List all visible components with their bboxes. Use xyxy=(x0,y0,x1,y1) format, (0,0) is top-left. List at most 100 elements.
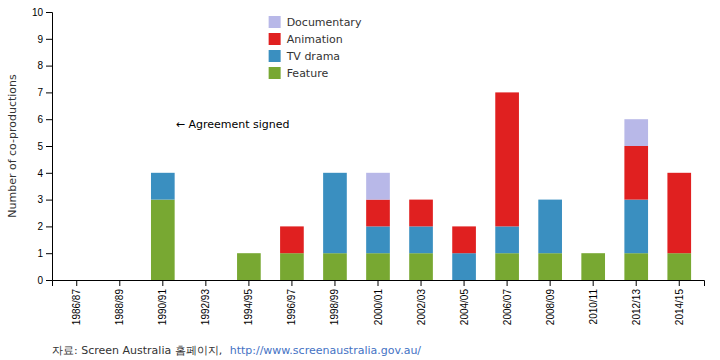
tick-label: 9 xyxy=(37,34,43,45)
bar-segment xyxy=(151,172,175,173)
bar-segment xyxy=(452,226,476,227)
legend-item: Documentary xyxy=(269,16,362,29)
tick-mark xyxy=(76,280,77,286)
tick-mark xyxy=(46,173,52,174)
bar-segment xyxy=(409,253,433,280)
bar-segment xyxy=(366,253,390,280)
tick: 1994/95 xyxy=(243,280,254,325)
legend-swatch xyxy=(269,67,281,79)
tick-label: 1986/87 xyxy=(71,289,82,326)
legend-label: Animation xyxy=(287,33,343,46)
bar-segment xyxy=(538,199,562,200)
tick-mark xyxy=(421,280,422,286)
bar-segment xyxy=(237,253,261,254)
tick-mark xyxy=(593,280,594,286)
tick-label: 1992/93 xyxy=(200,289,211,326)
tick-label: 1994/95 xyxy=(243,289,254,326)
tick: 2004/05 xyxy=(459,280,470,325)
bar-segment xyxy=(65,280,89,281)
tick: 2 xyxy=(37,221,52,232)
tick-label: 5 xyxy=(37,141,43,152)
tick-mark xyxy=(46,92,52,93)
tick-label: 2002/03 xyxy=(416,289,427,326)
tick-mark xyxy=(291,280,292,286)
legend-label: TV drama xyxy=(286,50,340,63)
axis-line xyxy=(46,13,53,281)
bar-segment xyxy=(280,253,304,280)
tick-label: 6 xyxy=(37,114,43,125)
bars xyxy=(151,92,691,280)
tick: 2000/01 xyxy=(373,280,384,325)
bar-segment xyxy=(624,146,648,200)
legend-swatch xyxy=(269,50,281,62)
series xyxy=(151,173,648,280)
tick-label: 1990/91 xyxy=(157,289,168,326)
tick-mark xyxy=(378,280,379,286)
tick-label: 1996/97 xyxy=(286,289,297,326)
bar-segment xyxy=(495,226,519,253)
tick-mark xyxy=(679,280,680,286)
annotation: ← Agreement signed xyxy=(176,118,290,131)
tick: 6 xyxy=(37,114,52,125)
series xyxy=(280,92,691,253)
bar-segment xyxy=(151,200,175,280)
source-text: 자료: Screen Australia 홈페이지, xyxy=(52,344,226,357)
tick: 2002/03 xyxy=(416,280,427,325)
tick-label: 2000/01 xyxy=(373,289,384,326)
bar-segment xyxy=(538,253,562,280)
bar-segment xyxy=(581,253,605,254)
bar-segment xyxy=(194,280,218,281)
tick: 2012/13 xyxy=(631,280,642,325)
tick-mark xyxy=(46,280,52,281)
bar-segment xyxy=(108,280,132,281)
tick: 1998/99 xyxy=(329,280,340,325)
tick-mark xyxy=(46,226,52,227)
bar-segment xyxy=(495,253,519,280)
legend-item: Animation xyxy=(269,33,343,46)
bar-segment xyxy=(194,280,218,281)
bar-segment xyxy=(151,173,175,200)
tick-mark xyxy=(162,280,163,286)
bar-segment xyxy=(581,253,605,254)
tick-label: 1988/89 xyxy=(114,289,125,326)
bar-segment xyxy=(65,280,89,281)
tick-label: 10 xyxy=(32,7,44,18)
bar-segment xyxy=(280,226,304,253)
tick-label: 1 xyxy=(37,248,43,259)
bar-segment xyxy=(581,253,605,254)
tick-label: 8 xyxy=(37,60,43,71)
tick: 8 xyxy=(37,60,52,71)
tick-label: 2 xyxy=(37,221,43,232)
x-axis: 1986/87 1988/89 1990/91 1992/93 1994/95 1996/… xyxy=(53,280,705,325)
tick-label: 3 xyxy=(37,194,43,205)
bar-segment xyxy=(280,226,304,227)
bar-segment xyxy=(151,172,175,173)
axis-title: Number of co-productions xyxy=(6,74,19,218)
tick: 3 xyxy=(37,194,52,205)
bar-segment xyxy=(194,280,218,281)
tick: 1986/87 xyxy=(71,280,82,325)
bar-segment xyxy=(538,200,562,254)
legend-item: Feature xyxy=(269,67,329,80)
legend-swatch xyxy=(269,33,281,45)
tick-mark xyxy=(46,66,52,67)
tick-mark xyxy=(205,280,206,286)
tick-label: 7 xyxy=(37,87,43,98)
bar-segment xyxy=(495,92,519,226)
legend-item: TV drama xyxy=(269,50,340,63)
tick-label: 1998/99 xyxy=(329,289,340,326)
tick-mark xyxy=(550,280,551,286)
tick-mark xyxy=(248,280,249,286)
tick: 1988/89 xyxy=(114,280,125,325)
bar-segment xyxy=(624,119,648,146)
tick: 5 xyxy=(37,141,52,152)
chart: 0123456789101986/871988/891990/911992/93… xyxy=(0,0,720,360)
tick: 0 xyxy=(37,275,52,286)
tick-label: 2012/13 xyxy=(631,289,642,326)
series xyxy=(366,119,648,199)
tick-mark xyxy=(46,253,52,254)
bar-segment xyxy=(409,226,433,253)
tick-mark xyxy=(46,200,52,201)
bar-segment xyxy=(366,226,390,253)
bar-segment xyxy=(409,199,433,200)
